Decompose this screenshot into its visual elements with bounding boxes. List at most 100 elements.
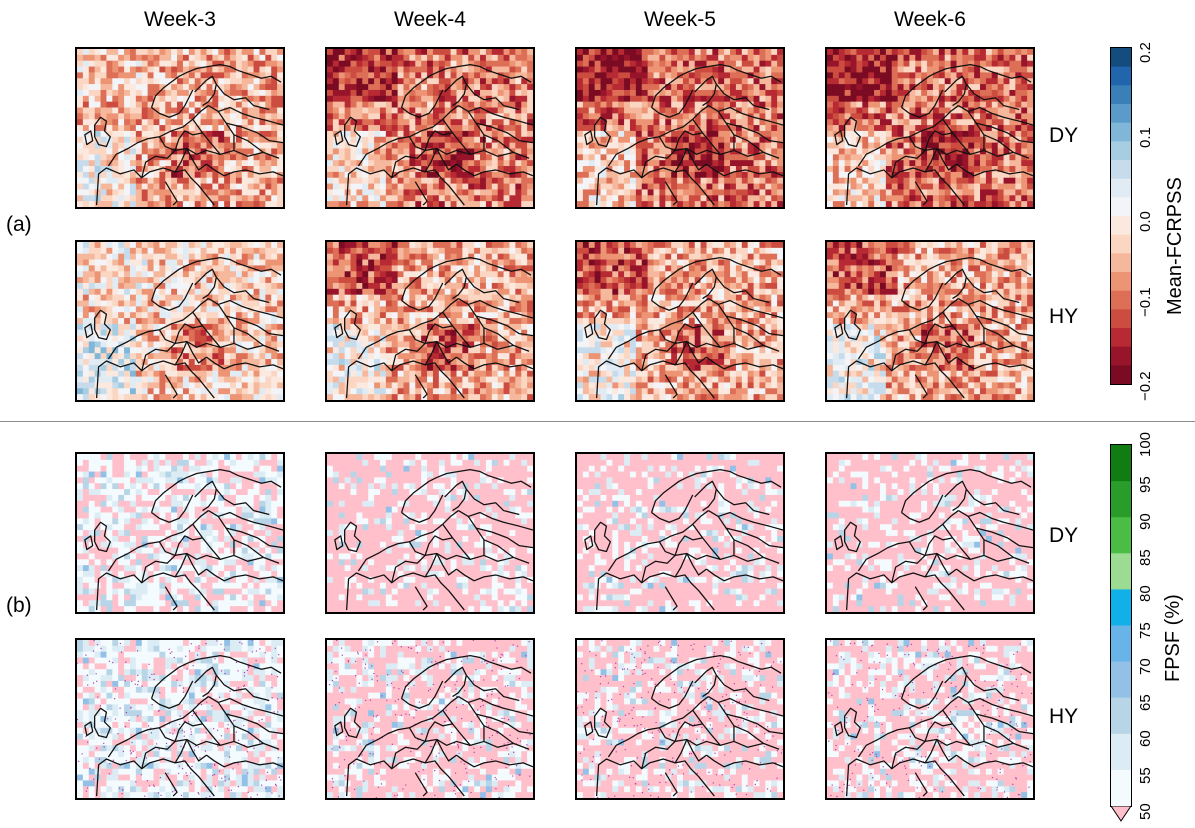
colorbar-fpsf-tick: 75	[1137, 621, 1154, 639]
map-grid-cells	[577, 640, 783, 798]
colorbar-fpsf-bin	[1111, 553, 1131, 590]
map-grid-cells	[577, 49, 783, 207]
colorbar-fpsf-bin	[1111, 697, 1131, 735]
map-grid-cells	[77, 454, 283, 612]
colorbar-fcrpss-bin	[1111, 178, 1131, 198]
panel-label-b: (b)	[6, 594, 32, 617]
colorbar-fcrpss-bin	[1111, 234, 1131, 254]
map-b-dy-week4	[325, 452, 535, 614]
map-outlines	[834, 468, 1033, 611]
row-label-hy-a: HY	[1049, 305, 1079, 328]
map-grid-cells	[827, 242, 1033, 400]
map-b-hy-week4	[325, 638, 535, 800]
colorbar-fpsf-bin	[1111, 445, 1131, 482]
map-outlines	[334, 654, 533, 797]
colorbar-fcrpss-bin	[1111, 160, 1131, 180]
map-a-dy-week4	[325, 47, 535, 209]
map-a-dy-week3	[75, 47, 285, 209]
panel-divider	[0, 421, 1195, 422]
colorbar-fpsf-bin	[1111, 733, 1131, 771]
map-a-hy-week3	[75, 240, 285, 402]
significance-stippling	[328, 640, 531, 798]
column-title-week3: Week-3	[144, 8, 216, 31]
map-grid-cells	[327, 454, 533, 612]
colorbar-fcrpss-tick: 0.0	[1137, 211, 1154, 232]
map-outlines	[834, 654, 1033, 797]
colorbar-fcrpss-tick: −0.1	[1137, 286, 1154, 317]
colorbar-fpsf-tick: 100	[1137, 431, 1154, 457]
map-a-dy-week5	[575, 47, 785, 209]
map-outlines	[584, 63, 783, 206]
colorbar-fcrpss-bin	[1111, 346, 1131, 366]
colorbar-fpsf-tick: 55	[1137, 767, 1154, 784]
significance-stippling	[577, 640, 783, 798]
row-label-dy-b: DY	[1049, 524, 1079, 547]
significance-stippling	[828, 640, 1033, 798]
column-title-week4: Week-4	[394, 8, 466, 31]
colorbar-fcrpss-bin	[1111, 48, 1131, 68]
colorbar-fcrpss-bin	[1111, 122, 1131, 142]
colorbar-fpsf-tick: 50	[1137, 803, 1154, 820]
map-b-hy-week6	[825, 638, 1035, 800]
map-outlines	[84, 256, 283, 399]
colorbar-fpsf-bin	[1111, 517, 1131, 554]
map-b-hy-week3	[75, 638, 285, 800]
map-a-hy-week6	[825, 240, 1035, 402]
colorbar-fcrpss-bin	[1111, 141, 1131, 161]
colorbar-fpsf-tick: 70	[1137, 658, 1154, 675]
map-b-dy-week5	[575, 452, 785, 614]
colorbar-fpsf-bin	[1111, 661, 1131, 699]
map-grid-cells	[327, 640, 533, 798]
colorbar-fcrpss-bin	[1111, 309, 1131, 329]
map-b-hy-week5	[575, 638, 785, 800]
map-outlines	[584, 468, 783, 611]
colorbar-fpsf-bin	[1111, 481, 1131, 518]
map-outlines	[334, 468, 533, 611]
column-title-week6: Week-6	[894, 8, 966, 31]
map-outlines	[834, 256, 1033, 399]
colorbar-fcrpss	[1110, 47, 1132, 385]
colorbar-fcrpss-bin	[1111, 66, 1131, 86]
colorbar-fpsf-tick: 60	[1137, 730, 1154, 748]
map-outlines	[84, 468, 283, 611]
map-outlines	[334, 256, 533, 399]
map-outlines	[584, 256, 783, 399]
colorbar-fcrpss-label: Mean-FCRPSS	[1164, 177, 1186, 315]
colorbar-fpsf	[1110, 444, 1132, 807]
map-grid-cells	[827, 640, 1033, 798]
colorbar-fpsf-bin	[1111, 589, 1131, 627]
colorbar-fpsf-tick: 80	[1137, 585, 1154, 603]
map-outlines	[834, 63, 1033, 206]
colorbar-fcrpss-tick: −0.2	[1137, 371, 1154, 401]
colorbar-fpsf-tick: 85	[1137, 549, 1154, 566]
map-grid-cells	[827, 49, 1033, 207]
map-grid-cells	[577, 242, 783, 400]
colorbar-fpsf-tick: 95	[1137, 476, 1154, 494]
map-outlines	[334, 63, 533, 206]
map-outlines	[584, 654, 783, 797]
colorbar-fpsf-extend-triangle	[1110, 806, 1132, 822]
column-title-week5: Week-5	[644, 8, 716, 31]
map-b-dy-week3	[75, 452, 285, 614]
colorbar-fcrpss-tick: 0.1	[1137, 126, 1154, 148]
colorbar-fcrpss-bin	[1111, 104, 1131, 124]
map-outlines	[84, 654, 283, 797]
row-label-hy-b: HY	[1049, 705, 1079, 728]
colorbar-fcrpss-bin	[1111, 253, 1131, 273]
colorbar-fcrpss-bin	[1111, 85, 1131, 105]
map-outlines	[84, 63, 283, 206]
colorbar-fpsf-label: FPSF (%)	[1162, 594, 1184, 682]
colorbar-fpsf-bin	[1111, 625, 1131, 663]
map-a-hy-week4	[325, 240, 535, 402]
colorbar-fcrpss-tick: 0.2	[1137, 42, 1154, 63]
map-a-hy-week5	[575, 240, 785, 402]
colorbar-fcrpss-bin	[1111, 197, 1131, 217]
colorbar-fpsf-tick: 90	[1137, 512, 1154, 530]
colorbar-fcrpss-bin	[1111, 365, 1131, 384]
colorbar-fcrpss-bin	[1111, 328, 1131, 348]
colorbar-fcrpss-bin	[1111, 216, 1131, 236]
map-a-dy-week6	[825, 47, 1035, 209]
panel-label-a: (a)	[6, 213, 32, 236]
colorbar-fpsf-tick: 65	[1137, 694, 1154, 712]
colorbar-fpsf-bin	[1111, 769, 1131, 806]
